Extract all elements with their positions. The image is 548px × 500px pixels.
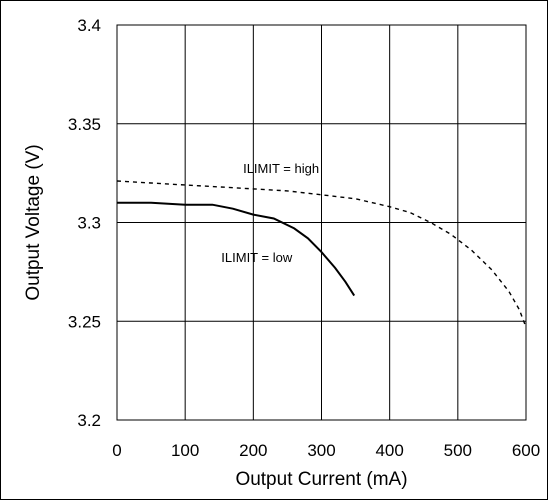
y-tick-label: 3.35 — [68, 115, 101, 134]
x-tick-label: 600 — [512, 441, 540, 460]
grid — [116, 24, 527, 421]
y-tick-label: 3.3 — [77, 214, 101, 233]
plot-border — [116, 24, 527, 421]
x-axis-title: Output Current (mA) — [235, 469, 407, 490]
series-layer — [116, 180, 527, 328]
x-tick-label: 300 — [307, 441, 335, 460]
y-tick-label: 3.4 — [77, 16, 101, 35]
annotation-layer: ILIMIT = high ILIMIT = low — [221, 161, 319, 265]
x-tick-label: 0 — [112, 441, 121, 460]
series-line-ilimit-high — [116, 180, 527, 328]
annotation-label: ILIMIT = high — [243, 161, 319, 176]
series-line-ilimit-low — [117, 201, 356, 297]
y-tick-label: 3.2 — [77, 411, 101, 430]
annotation-label: ILIMIT = low — [221, 250, 293, 265]
x-tick-label: 400 — [375, 441, 403, 460]
x-tick-label: 500 — [444, 441, 472, 460]
y-tick-labels: 3.2 3.25 3.3 3.35 3.4 — [68, 16, 101, 430]
x-tick-label: 200 — [239, 441, 267, 460]
y-tick-label: 3.25 — [68, 312, 101, 331]
y-axis-title: Output Voltage (V) — [23, 144, 44, 300]
x-tick-labels: 0 100 200 300 400 500 600 — [112, 441, 540, 460]
x-tick-label: 100 — [171, 441, 199, 460]
